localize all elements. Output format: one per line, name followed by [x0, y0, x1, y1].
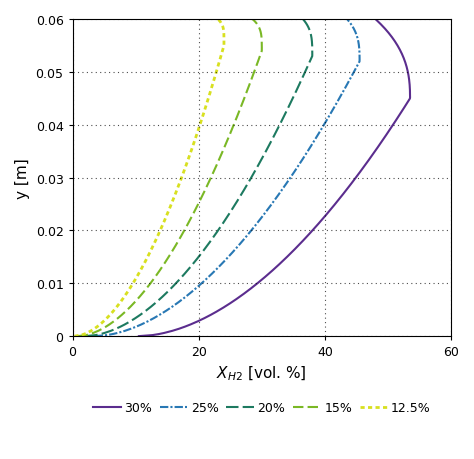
- 15%: [221, 146, 227, 152]
- 15%: [221, 145, 227, 151]
- 15%: [253, 67, 258, 73]
- 25%: [344, 17, 350, 22]
- 25%: [310, 140, 316, 146]
- 15%: [224, 140, 229, 146]
- 25%: [307, 145, 313, 151]
- 15%: [75, 334, 81, 339]
- 12.5%: [191, 140, 197, 146]
- 20%: [268, 140, 273, 146]
- 20%: [304, 67, 310, 73]
- 30%: [136, 334, 142, 339]
- 25%: [307, 146, 312, 152]
- 30%: [375, 145, 381, 151]
- 20%: [310, 47, 315, 52]
- 12.5%: [79, 333, 84, 338]
- X-axis label: $X_{H2}$ [vol. %]: $X_{H2}$ [vol. %]: [217, 364, 307, 382]
- 15%: [249, 17, 255, 22]
- 30%: [150, 333, 155, 338]
- 30%: [374, 146, 380, 152]
- Line: 25%: 25%: [95, 20, 360, 336]
- Line: 20%: 20%: [85, 20, 312, 336]
- 15%: [259, 47, 264, 52]
- 25%: [104, 333, 110, 338]
- 25%: [356, 47, 362, 52]
- 30%: [404, 67, 410, 73]
- 20%: [93, 333, 99, 338]
- Line: 30%: 30%: [139, 20, 410, 336]
- 20%: [264, 146, 270, 152]
- 25%: [92, 334, 98, 339]
- Line: 15%: 15%: [78, 20, 262, 336]
- Line: 12.5%: 12.5%: [74, 20, 224, 336]
- 12.5%: [214, 67, 220, 73]
- 25%: [353, 67, 358, 73]
- 12.5%: [190, 145, 195, 151]
- 12.5%: [215, 17, 220, 22]
- 15%: [83, 333, 89, 338]
- Y-axis label: y [m]: y [m]: [15, 158, 30, 198]
- 12.5%: [220, 47, 226, 52]
- 20%: [300, 17, 306, 22]
- 30%: [396, 47, 402, 52]
- Legend: 30%, 25%, 20%, 15%, 12.5%: 30%, 25%, 20%, 15%, 12.5%: [88, 397, 436, 420]
- 20%: [265, 145, 271, 151]
- 12.5%: [189, 146, 195, 152]
- 30%: [379, 140, 384, 146]
- 20%: [82, 334, 88, 339]
- 12.5%: [72, 334, 77, 339]
- 30%: [373, 17, 378, 22]
